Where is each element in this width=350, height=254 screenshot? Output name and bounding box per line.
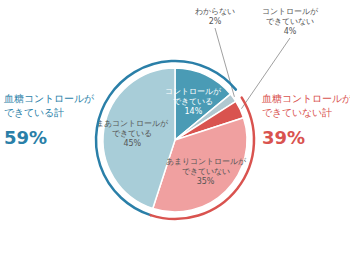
label-line: まあコントロールが: [96, 119, 169, 128]
value-label: 2%: [209, 17, 222, 26]
label-line: 血糖コントロールが: [262, 93, 350, 104]
value-label: 4%: [284, 27, 297, 36]
value-label: 45%: [123, 139, 141, 148]
label-line: コントロールが: [165, 87, 222, 96]
category-label: あまりコントロールができていない: [166, 157, 247, 176]
chart: コントロールができている14%わからない2%コントロールができていない4%あまり…: [0, 0, 350, 254]
label-line: できている: [112, 129, 152, 138]
label-line: できていない: [182, 167, 230, 176]
label-line: 血糖コントロールが: [4, 93, 95, 104]
label-line: できている計: [4, 107, 64, 118]
group-arc: [151, 98, 254, 219]
pie: [103, 68, 247, 212]
group-value: 59%: [4, 127, 47, 148]
label-line: わからない: [195, 7, 235, 16]
group-label: 血糖コントロールができている計: [4, 93, 95, 118]
value-label: 14%: [185, 107, 203, 116]
label-line: あまりコントロールが: [166, 157, 247, 166]
label-line: コントロールが: [262, 7, 319, 16]
group-label: 血糖コントロールができていない計: [262, 93, 350, 118]
group-annotations: 血糖コントロールができている計59%血糖コントロールができていない計39%: [4, 61, 350, 219]
label-line: できていない計: [262, 107, 332, 118]
group-value: 39%: [262, 127, 305, 148]
label-line: できていない: [266, 17, 314, 26]
value-label: 35%: [197, 177, 215, 186]
category-label: コントロールができている: [165, 87, 222, 106]
group-arc: [96, 61, 236, 215]
category-label: コントロールができていない: [262, 7, 319, 26]
category-label: わからない: [195, 7, 235, 16]
label-line: できている: [173, 97, 213, 106]
category-label: まあコントロールができている: [96, 119, 169, 138]
